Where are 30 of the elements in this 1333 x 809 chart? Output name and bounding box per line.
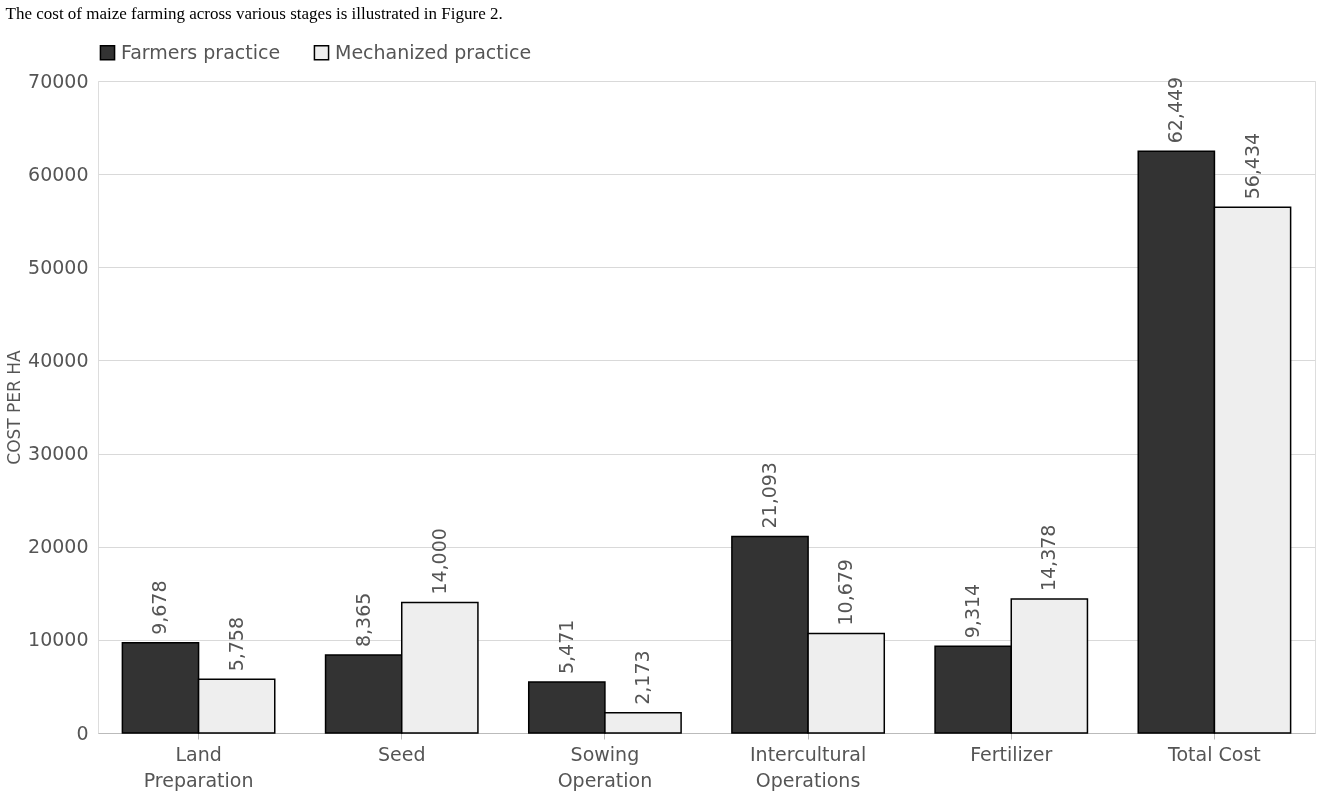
y-tick-label: 50000 bbox=[28, 255, 89, 278]
x-tick-label: Intercultural Operations bbox=[750, 742, 867, 791]
x-tick-label: Sowing Operation bbox=[557, 742, 653, 791]
y-tick-label: 10000 bbox=[28, 628, 89, 651]
y-tick-label: 30000 bbox=[28, 442, 89, 465]
data-label: 2,173 bbox=[631, 650, 654, 705]
legend-label: Farmers practice bbox=[121, 40, 281, 63]
data-label: 14,000 bbox=[427, 528, 450, 595]
text: The cost of maize farming across various stages is illustrated in Figure 2. bbox=[5, 4, 503, 23]
data-label: 5,758 bbox=[224, 616, 247, 672]
data-label: 21,093 bbox=[757, 462, 780, 529]
y-tick-label: 60000 bbox=[28, 162, 89, 185]
y-tick-label: 70000 bbox=[28, 69, 89, 92]
data-label: 9,678 bbox=[148, 580, 171, 635]
x-tick-label: Total Cost bbox=[1167, 742, 1261, 765]
x-tick-label: Land Preparation bbox=[143, 742, 254, 791]
data-label: 8,365 bbox=[351, 592, 374, 648]
data-label: 10,679 bbox=[834, 559, 857, 626]
data-label: 62,449 bbox=[1164, 76, 1187, 144]
data-label: 9,314 bbox=[961, 583, 984, 639]
y-tick-label: 40000 bbox=[28, 348, 89, 371]
legend-label: Mechanized practice bbox=[335, 40, 532, 63]
y-axis-title: COST PER HA bbox=[4, 349, 25, 465]
data-label: 5,471 bbox=[554, 619, 577, 675]
y-tick-label: 20000 bbox=[28, 535, 89, 558]
y-tick-label: 0 bbox=[76, 721, 89, 744]
x-tick-label: Seed bbox=[377, 742, 426, 765]
data-label: 56,434 bbox=[1240, 132, 1263, 200]
x-tick-label: Fertilizer bbox=[970, 742, 1053, 765]
data-label: 14,378 bbox=[1037, 524, 1060, 592]
